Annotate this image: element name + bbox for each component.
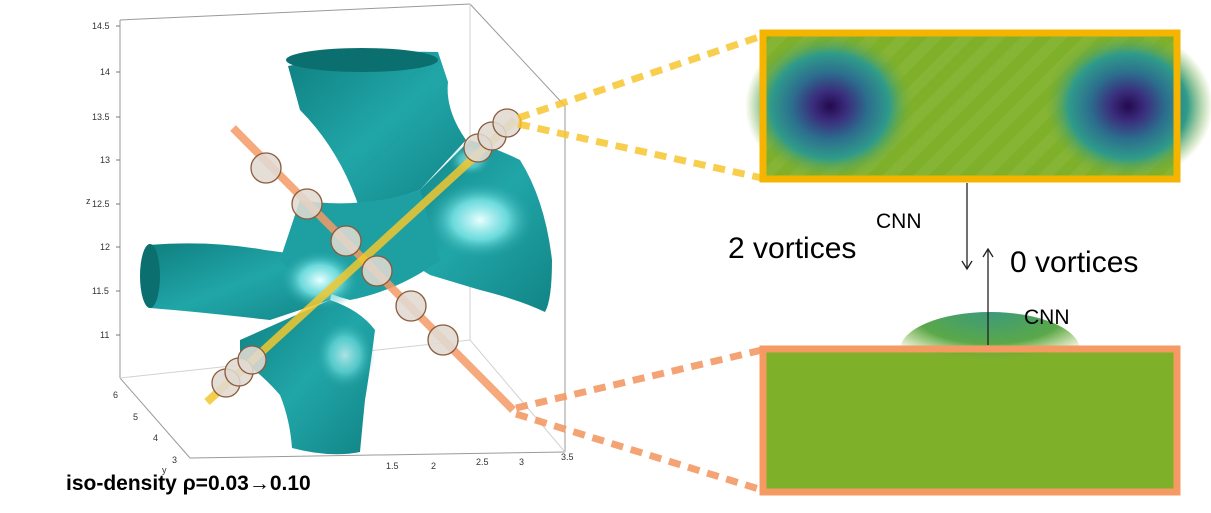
x-axis: 1.5 2 2.5 3 3.5 — [386, 452, 574, 471]
density-panel-top — [745, 29, 1211, 183]
z-tick-label: 13.5 — [92, 112, 110, 122]
z-tick-label: 11.5 — [92, 286, 109, 296]
orange-projection — [514, 346, 764, 494]
density-panel-bottom — [759, 312, 1181, 496]
y-tick-label: 5 — [133, 412, 138, 422]
zero-vortices-label: 0 vortices — [1010, 246, 1139, 279]
z-tick-label: 13 — [100, 155, 110, 165]
z-tick-label: 14 — [100, 67, 110, 77]
z-axis-label: z — [86, 196, 91, 206]
y-axis: 6 5 4 3 y — [113, 390, 177, 475]
cnn-label-top: CNN — [876, 210, 922, 233]
z-tick-label: 11 — [100, 330, 109, 340]
vortex-markers — [211, 108, 522, 398]
y-tick-label: 4 — [153, 433, 158, 443]
x-tick-label: 3 — [519, 457, 524, 467]
x-tick-label: 1.5 — [386, 461, 399, 471]
z-axis: 14.5 14 13.5 13 12.5 12 11.5 11 z — [86, 21, 120, 340]
x-tick-label: 2.5 — [476, 457, 489, 467]
z-tick-label: 12 — [100, 242, 110, 252]
z-tick-label: 14.5 — [92, 21, 110, 31]
x-tick-label: 2 — [431, 461, 436, 471]
y-axis-label: y — [162, 465, 167, 475]
yellow-projection — [516, 32, 764, 182]
z-tick-label: 12.5 — [92, 199, 110, 209]
y-tick-label: 3 — [172, 455, 177, 465]
iso-density-caption: iso-density ρ=0.03→0.10 — [66, 472, 311, 495]
two-vortices-label: 2 vortices — [728, 232, 857, 265]
cnn-arrows — [961, 183, 994, 345]
cnn-label-bottom: CNN — [1024, 306, 1070, 329]
iso-surface — [140, 48, 552, 455]
y-tick-label: 6 — [113, 390, 118, 400]
x-tick-label: 3.5 — [561, 452, 574, 462]
